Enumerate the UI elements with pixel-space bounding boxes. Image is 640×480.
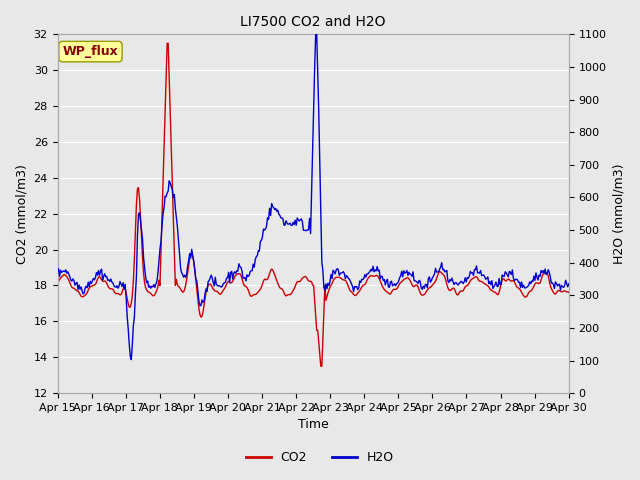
Legend: CO2, H2O: CO2, H2O <box>241 446 399 469</box>
Text: WP_flux: WP_flux <box>63 45 118 58</box>
Y-axis label: H2O (mmol/m3): H2O (mmol/m3) <box>612 164 625 264</box>
Y-axis label: CO2 (mmol/m3): CO2 (mmol/m3) <box>15 164 28 264</box>
Title: LI7500 CO2 and H2O: LI7500 CO2 and H2O <box>241 15 386 29</box>
X-axis label: Time: Time <box>298 419 328 432</box>
